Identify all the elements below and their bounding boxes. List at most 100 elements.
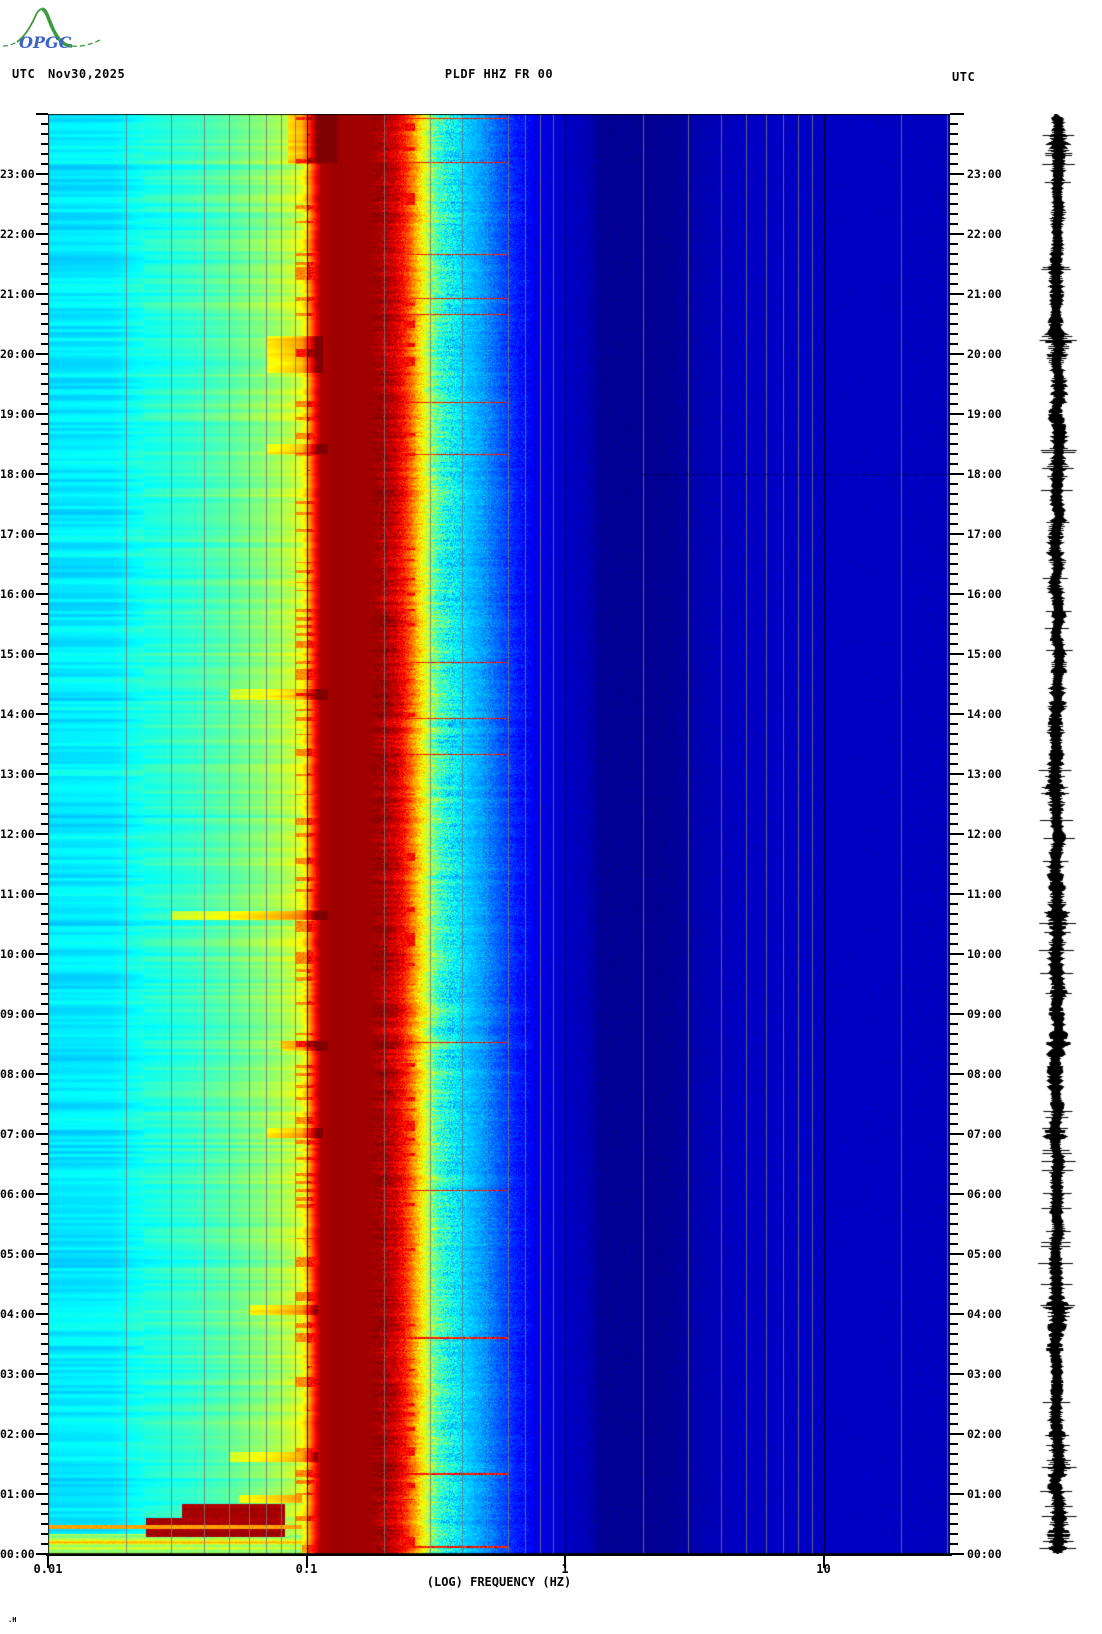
minor-tick-left [41, 123, 48, 125]
minor-tick-right [950, 753, 958, 755]
minor-tick-right [950, 673, 958, 675]
minor-tick-left [41, 1223, 48, 1225]
time-label-right-15:00: 15:00 [967, 647, 1002, 661]
minor-tick-left [41, 703, 48, 705]
minor-tick-left [41, 803, 48, 805]
minor-tick-right [950, 843, 958, 845]
minor-tick-right [950, 863, 958, 865]
minor-tick-right [950, 243, 958, 245]
minor-tick-right [950, 1163, 958, 1165]
minor-tick-left [41, 673, 48, 675]
time-label-left-13:00: 13:00 [0, 767, 35, 781]
hour-tick-right [950, 293, 964, 295]
minor-tick-left [41, 423, 48, 425]
time-label-left-02:00: 02:00 [0, 1427, 35, 1441]
hour-tick-left [36, 173, 48, 175]
minor-tick-left [41, 203, 48, 205]
time-label-right-05:00: 05:00 [967, 1247, 1002, 1261]
minor-tick-right [950, 1383, 958, 1385]
time-label-right-19:00: 19:00 [967, 407, 1002, 421]
minor-tick-right [950, 1323, 958, 1325]
minor-tick-left [41, 1233, 48, 1235]
minor-tick-right [950, 363, 958, 365]
minor-tick-right [950, 903, 958, 905]
hour-tick-left [36, 1073, 48, 1075]
minor-tick-right [950, 1473, 958, 1475]
minor-tick-left [41, 1063, 48, 1065]
minor-tick-right [950, 423, 958, 425]
time-label-left-04:00: 04:00 [0, 1307, 35, 1321]
minor-tick-left [41, 1343, 48, 1345]
seismogram-trace [1022, 114, 1094, 1554]
hour-tick-right [950, 1193, 964, 1195]
minor-tick-right [950, 463, 958, 465]
x-axis-line [46, 1554, 952, 1556]
minor-tick-right [950, 573, 958, 575]
minor-tick-left [41, 793, 48, 795]
minor-tick-right [950, 333, 958, 335]
time-label-right-14:00: 14:00 [967, 707, 1002, 721]
minor-tick-right [950, 1123, 958, 1125]
minor-tick-right [950, 1363, 958, 1365]
minor-tick-left [41, 1303, 48, 1305]
hour-tick-left [36, 413, 48, 415]
hour-tick-right [950, 953, 964, 955]
minor-tick-right [950, 633, 958, 635]
time-label-left-06:00: 06:00 [0, 1187, 35, 1201]
hour-tick-left [36, 593, 48, 595]
minor-tick-left [41, 1043, 48, 1045]
minor-tick-left [41, 783, 48, 785]
minor-tick-left [41, 993, 48, 995]
spectrogram-plot-area [48, 114, 950, 1554]
logo-baseline-right-dash [71, 39, 101, 47]
hour-tick-left [36, 1013, 48, 1015]
minor-tick-right [950, 1283, 958, 1285]
minor-tick-left [41, 1243, 48, 1245]
minor-tick-left [41, 943, 48, 945]
minor-tick-left [41, 493, 48, 495]
minor-tick-right [950, 1213, 958, 1215]
hour-tick-right [950, 1313, 964, 1315]
time-label-left-21:00: 21:00 [0, 287, 35, 301]
hour-tick-right [950, 473, 964, 475]
time-label-left-01:00: 01:00 [0, 1487, 35, 1501]
hour-tick-right [950, 833, 964, 835]
minor-tick-right [950, 913, 958, 915]
minor-tick-left [41, 913, 48, 915]
hour-tick-left [36, 1253, 48, 1255]
freq-label-0.01: 0.01 [33, 1562, 63, 1576]
minor-tick-right [950, 133, 958, 135]
time-label-right-06:00: 06:00 [967, 1187, 1002, 1201]
minor-tick-right [950, 813, 958, 815]
minor-tick-right [950, 603, 958, 605]
hour-tick-left [36, 533, 48, 535]
minor-tick-right [950, 1353, 958, 1355]
minor-tick-left [41, 1463, 48, 1465]
minor-tick-right [950, 1043, 958, 1045]
freq-tick-10 [822, 1556, 825, 1568]
hour-tick-left [36, 1193, 48, 1195]
minor-tick-left [41, 683, 48, 685]
minor-tick-right [950, 1243, 958, 1245]
minor-tick-right [950, 483, 958, 485]
minor-tick-left [41, 883, 48, 885]
time-label-right-17:00: 17:00 [967, 527, 1002, 541]
minor-tick-left [41, 643, 48, 645]
time-label-left-11:00: 11:00 [0, 887, 35, 901]
minor-tick-right [950, 623, 958, 625]
time-label-left-17:00: 17:00 [0, 527, 35, 541]
time-label-right-21:00: 21:00 [967, 287, 1002, 301]
hour-tick-right [950, 533, 964, 535]
minor-tick-left [41, 1023, 48, 1025]
time-label-left-05:00: 05:00 [0, 1247, 35, 1261]
minor-tick-right [950, 453, 958, 455]
time-label-right-00:00: 00:00 [967, 1547, 1002, 1561]
minor-tick-right [950, 933, 958, 935]
minor-tick-right [950, 1503, 958, 1505]
minor-tick-left [41, 513, 48, 515]
hour-tick-right [950, 713, 964, 715]
minor-tick-right [950, 503, 958, 505]
minor-tick-left [41, 263, 48, 265]
minor-tick-right [950, 1273, 958, 1275]
minor-tick-left [41, 383, 48, 385]
